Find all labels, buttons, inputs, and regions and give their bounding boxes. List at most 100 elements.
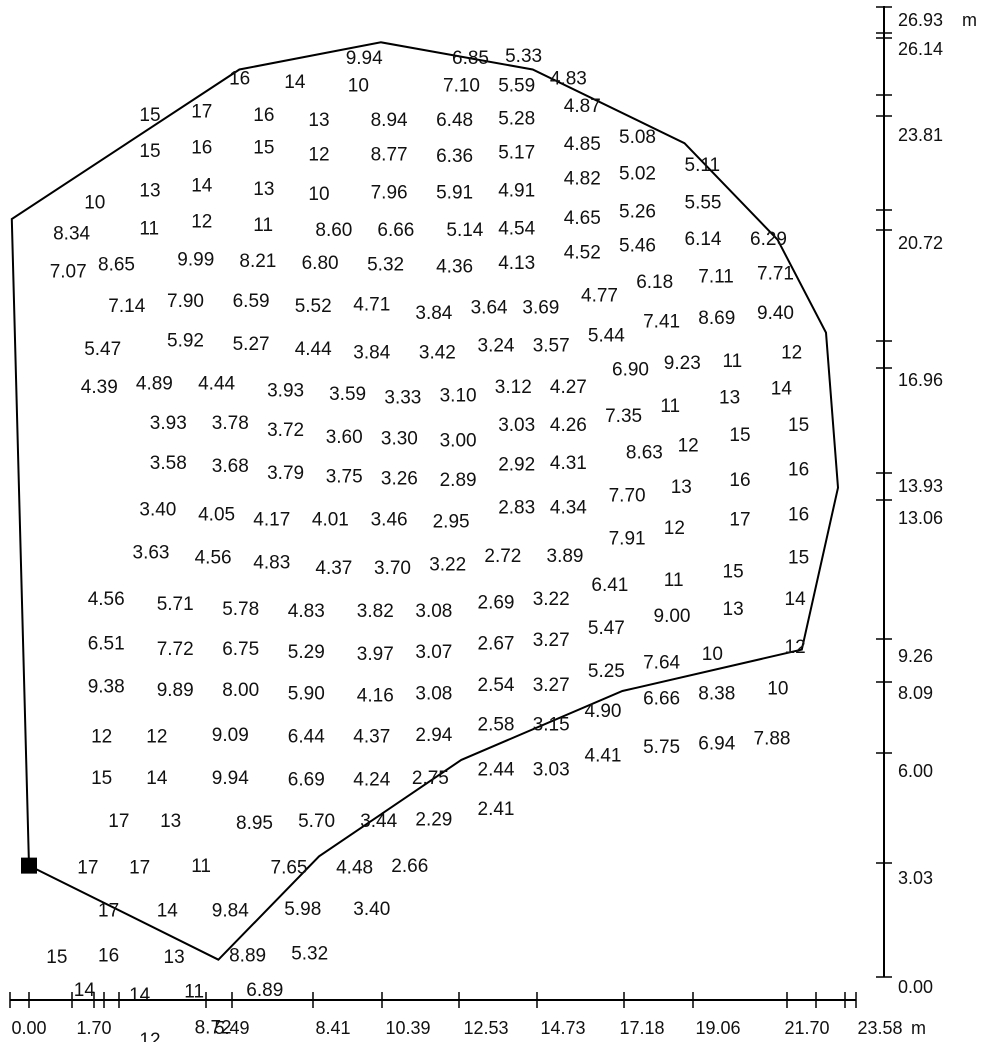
x-axis-tick-label: 21.70 <box>784 1018 829 1038</box>
grid-value: 13 <box>723 599 744 620</box>
grid-value: 7.90 <box>167 291 204 312</box>
grid-value: 4.17 <box>253 510 290 531</box>
grid-value: 4.44 <box>198 374 235 395</box>
y-axis: 26.93 26.14 23.81 20.72 16.96 13.93 13.06 9.26 8… <box>876 6 977 997</box>
grid-value: 3.72 <box>267 420 304 441</box>
grid-value: 8.95 <box>236 813 273 834</box>
grid-value: 2.41 <box>478 799 515 820</box>
grid-value: 3.03 <box>533 759 570 780</box>
y-axis-tick-label: 8.09 <box>898 683 933 703</box>
grid-value: 4.85 <box>564 134 601 155</box>
grid-value: 15 <box>139 141 160 162</box>
grid-value: 16 <box>729 470 750 491</box>
grid-value: 4.56 <box>88 589 125 610</box>
grid-value: 13 <box>308 110 329 131</box>
grid-value: 9.99 <box>177 250 214 271</box>
grid-value: 10 <box>348 76 369 97</box>
grid-value: 12 <box>139 1030 160 1042</box>
grid-value: 5.47 <box>84 339 121 360</box>
grid-value: 3.40 <box>139 499 176 520</box>
grid-value: 5.92 <box>167 331 204 352</box>
grid-value: 5.26 <box>619 201 656 222</box>
grid-value: 7.71 <box>757 263 794 284</box>
grid-value: 11 <box>184 982 204 1003</box>
grid-value: 2.69 <box>478 592 515 613</box>
grid-value: 14 <box>284 72 306 93</box>
grid-value: 5.47 <box>588 618 625 639</box>
grid-value: 9.40 <box>757 303 794 324</box>
grid-value: 7.96 <box>371 182 408 203</box>
grid-value: 4.56 <box>195 548 232 569</box>
grid-value: 8.38 <box>698 684 735 705</box>
grid-value: 8.63 <box>626 442 663 463</box>
grid-value: 8.77 <box>371 144 408 165</box>
grid-value: 5.11 <box>685 155 721 176</box>
grid-value: 3.68 <box>212 456 249 477</box>
grid-value: 12 <box>191 212 212 233</box>
grid-value: 2.66 <box>391 856 428 877</box>
grid-value: 8.21 <box>239 251 276 272</box>
grid-value: 9.38 <box>88 677 125 698</box>
y-axis-tick-label: 9.26 <box>898 646 933 666</box>
grid-value: 2.67 <box>478 634 515 655</box>
grid-value: 11 <box>191 856 211 877</box>
grid-value: 6.18 <box>636 272 673 293</box>
grid-value: 6.36 <box>436 146 473 167</box>
grid-value: 13 <box>164 947 185 968</box>
grid-value: 8.69 <box>698 308 735 329</box>
grid-value: 14 <box>191 175 213 196</box>
grid-value: 4.13 <box>498 253 535 274</box>
grid-value: 8.94 <box>371 110 408 131</box>
grid-value: 4.41 <box>585 746 622 767</box>
grid-value: 4.90 <box>585 701 622 722</box>
grid-value: 5.32 <box>291 944 328 965</box>
grid-value: 7.41 <box>643 312 680 333</box>
grid-value: 4.83 <box>550 69 587 90</box>
grid-value: 4.91 <box>498 181 535 202</box>
grid-value: 3.82 <box>357 601 394 622</box>
grid-value: 16 <box>191 138 212 159</box>
grid-value: 9.23 <box>664 353 701 374</box>
grid-value: 16 <box>788 460 809 481</box>
grid-value: 10 <box>308 184 329 205</box>
grid-value: 9.84 <box>212 901 249 922</box>
grid-value: 3.64 <box>471 298 508 319</box>
grid-value: 4.89 <box>136 374 173 395</box>
grid-value: 4.87 <box>564 96 601 117</box>
grid-value: 7.10 <box>443 76 480 97</box>
site-boundary-polygon <box>10 41 840 961</box>
grid-value: 17 <box>191 101 212 122</box>
grid-value: 17 <box>729 510 750 531</box>
grid-value: 3.12 <box>495 377 532 398</box>
x-axis-ticks <box>9 992 857 1008</box>
grid-value: 6.14 <box>685 229 722 250</box>
grid-value: 4.44 <box>295 339 332 360</box>
grid-value: 5.52 <box>295 296 332 317</box>
grid-value: 3.89 <box>547 546 584 567</box>
grid-value: 2.94 <box>415 725 452 746</box>
grid-value: 13 <box>253 179 274 200</box>
grid-value: 10 <box>767 678 788 699</box>
grid-value: 8.00 <box>222 680 259 701</box>
grid-value: 4.52 <box>564 243 601 264</box>
grid-value: 4.27 <box>550 377 587 398</box>
y-axis-unit: m <box>962 10 977 30</box>
grid-value: 3.93 <box>150 413 187 434</box>
y-axis-tick-label: 13.06 <box>898 508 943 528</box>
x-axis-tick-label: 1.70 <box>76 1018 111 1038</box>
y-axis-tick-label: 23.81 <box>898 125 943 145</box>
grid-value: 2.72 <box>484 546 521 567</box>
x-axis-tick-label: 0.00 <box>11 1018 46 1038</box>
grid-value: 3.78 <box>212 413 249 434</box>
grid-value: 6.85 <box>452 48 489 69</box>
grid-value: 11 <box>664 570 684 591</box>
grid-value: 3.10 <box>440 386 477 407</box>
y-axis-tick-label: 26.14 <box>898 39 943 59</box>
grid-value: 15 <box>46 947 67 968</box>
grid-value: 11 <box>253 215 273 236</box>
grid-value: 14 <box>146 768 168 789</box>
grid-value: 4.05 <box>198 504 235 525</box>
grid-value: 3.03 <box>498 415 535 436</box>
grid-value: 4.34 <box>550 498 587 519</box>
grid-value: 15 <box>788 415 809 436</box>
